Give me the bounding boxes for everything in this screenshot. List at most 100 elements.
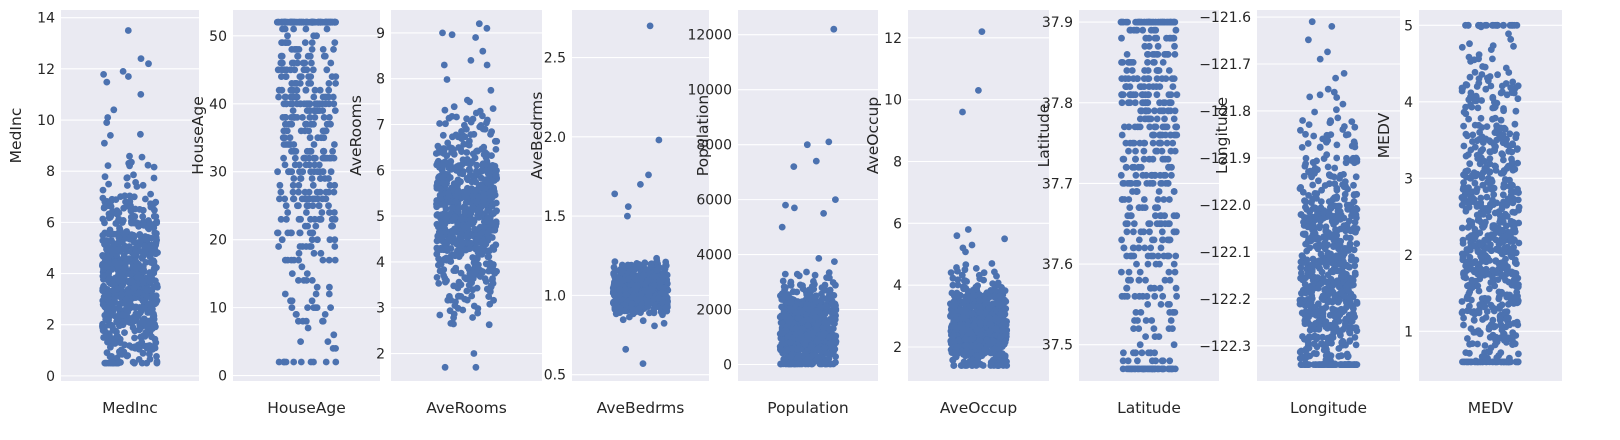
data-point [953,264,960,271]
y-tick-label: 37.8 [1042,96,1073,112]
data-point [437,236,445,244]
data-point [320,114,328,121]
data-point [104,162,112,170]
data-point [286,134,294,142]
y-tick-label: 6 [46,215,55,231]
data-point [1173,131,1181,139]
data-point [1168,163,1175,171]
data-point [469,314,476,321]
data-point [1120,244,1128,252]
y-axis-label: Latitude [1035,104,1053,168]
data-point [976,308,984,316]
data-point [295,202,302,210]
data-point [1118,268,1125,276]
data-point [1126,204,1134,212]
data-point [307,80,315,87]
data-point [321,175,329,182]
data-point [302,243,310,250]
data-point [469,254,477,261]
data-point [983,289,991,297]
data-point [281,290,289,298]
data-point [278,86,286,94]
data-point [319,107,327,114]
y-tick-label: −121.8 [1199,104,1251,120]
data-point [1138,18,1145,26]
data-point [810,278,817,285]
data-point [814,307,821,315]
data-point [107,343,114,351]
data-point [329,18,336,26]
data-point [959,244,967,252]
data-point [1170,188,1178,195]
data-point [1149,180,1157,187]
data-point [319,168,327,176]
data-point [1147,244,1155,252]
data-point [1132,147,1139,155]
data-point [807,294,815,302]
data-point [288,270,296,277]
data-point [986,314,993,322]
y-tick-label: 8000 [696,138,732,154]
data-point [475,193,482,201]
data-point [658,289,666,297]
data-point [776,313,784,321]
data-point [997,311,1004,318]
data-point [832,196,839,204]
data-point [1127,276,1134,284]
data-point [1352,173,1360,181]
data-point [953,232,961,240]
data-point [101,324,108,332]
data-point [461,188,469,196]
data-point [113,333,121,340]
data-point [646,285,654,293]
data-point [126,342,133,349]
data-point [619,316,627,324]
data-point [291,93,299,101]
data-point [458,135,465,143]
data-point [306,134,314,142]
data-point [139,181,147,189]
data-point [1156,131,1164,139]
data-point [1139,292,1147,300]
data-point [281,161,289,169]
data-point [1304,140,1312,147]
data-point [1164,180,1172,187]
data-point [811,271,819,279]
data-point [124,200,132,208]
data-point [785,318,793,326]
plot-area [1079,10,1219,381]
data-point [624,203,632,211]
data-point [277,188,285,196]
data-point [1156,139,1164,147]
data-point [295,277,302,284]
data-point [100,203,108,211]
data-point [116,259,124,267]
data-point [326,236,334,244]
data-point [1136,341,1144,349]
data-point [441,180,448,188]
data-point [278,66,286,74]
data-point [1306,167,1314,175]
data-point [1169,83,1177,90]
data-point [331,107,339,114]
data-point [144,342,151,350]
y-tick-label: 37.7 [1042,176,1073,192]
y-axis-label: Population [694,95,712,176]
data-point [303,270,311,277]
data-point [1125,268,1133,276]
data-point [104,114,112,121]
data-point [302,18,309,26]
data-point [1141,244,1149,252]
data-point [116,339,124,346]
data-point [1142,317,1150,324]
data-point [281,195,289,203]
data-point [968,241,976,249]
data-point [331,141,338,148]
data-point [306,195,313,203]
data-point [830,25,838,33]
data-point [282,202,290,210]
data-point [1130,75,1137,82]
data-point [624,261,632,269]
data-point [284,256,292,264]
